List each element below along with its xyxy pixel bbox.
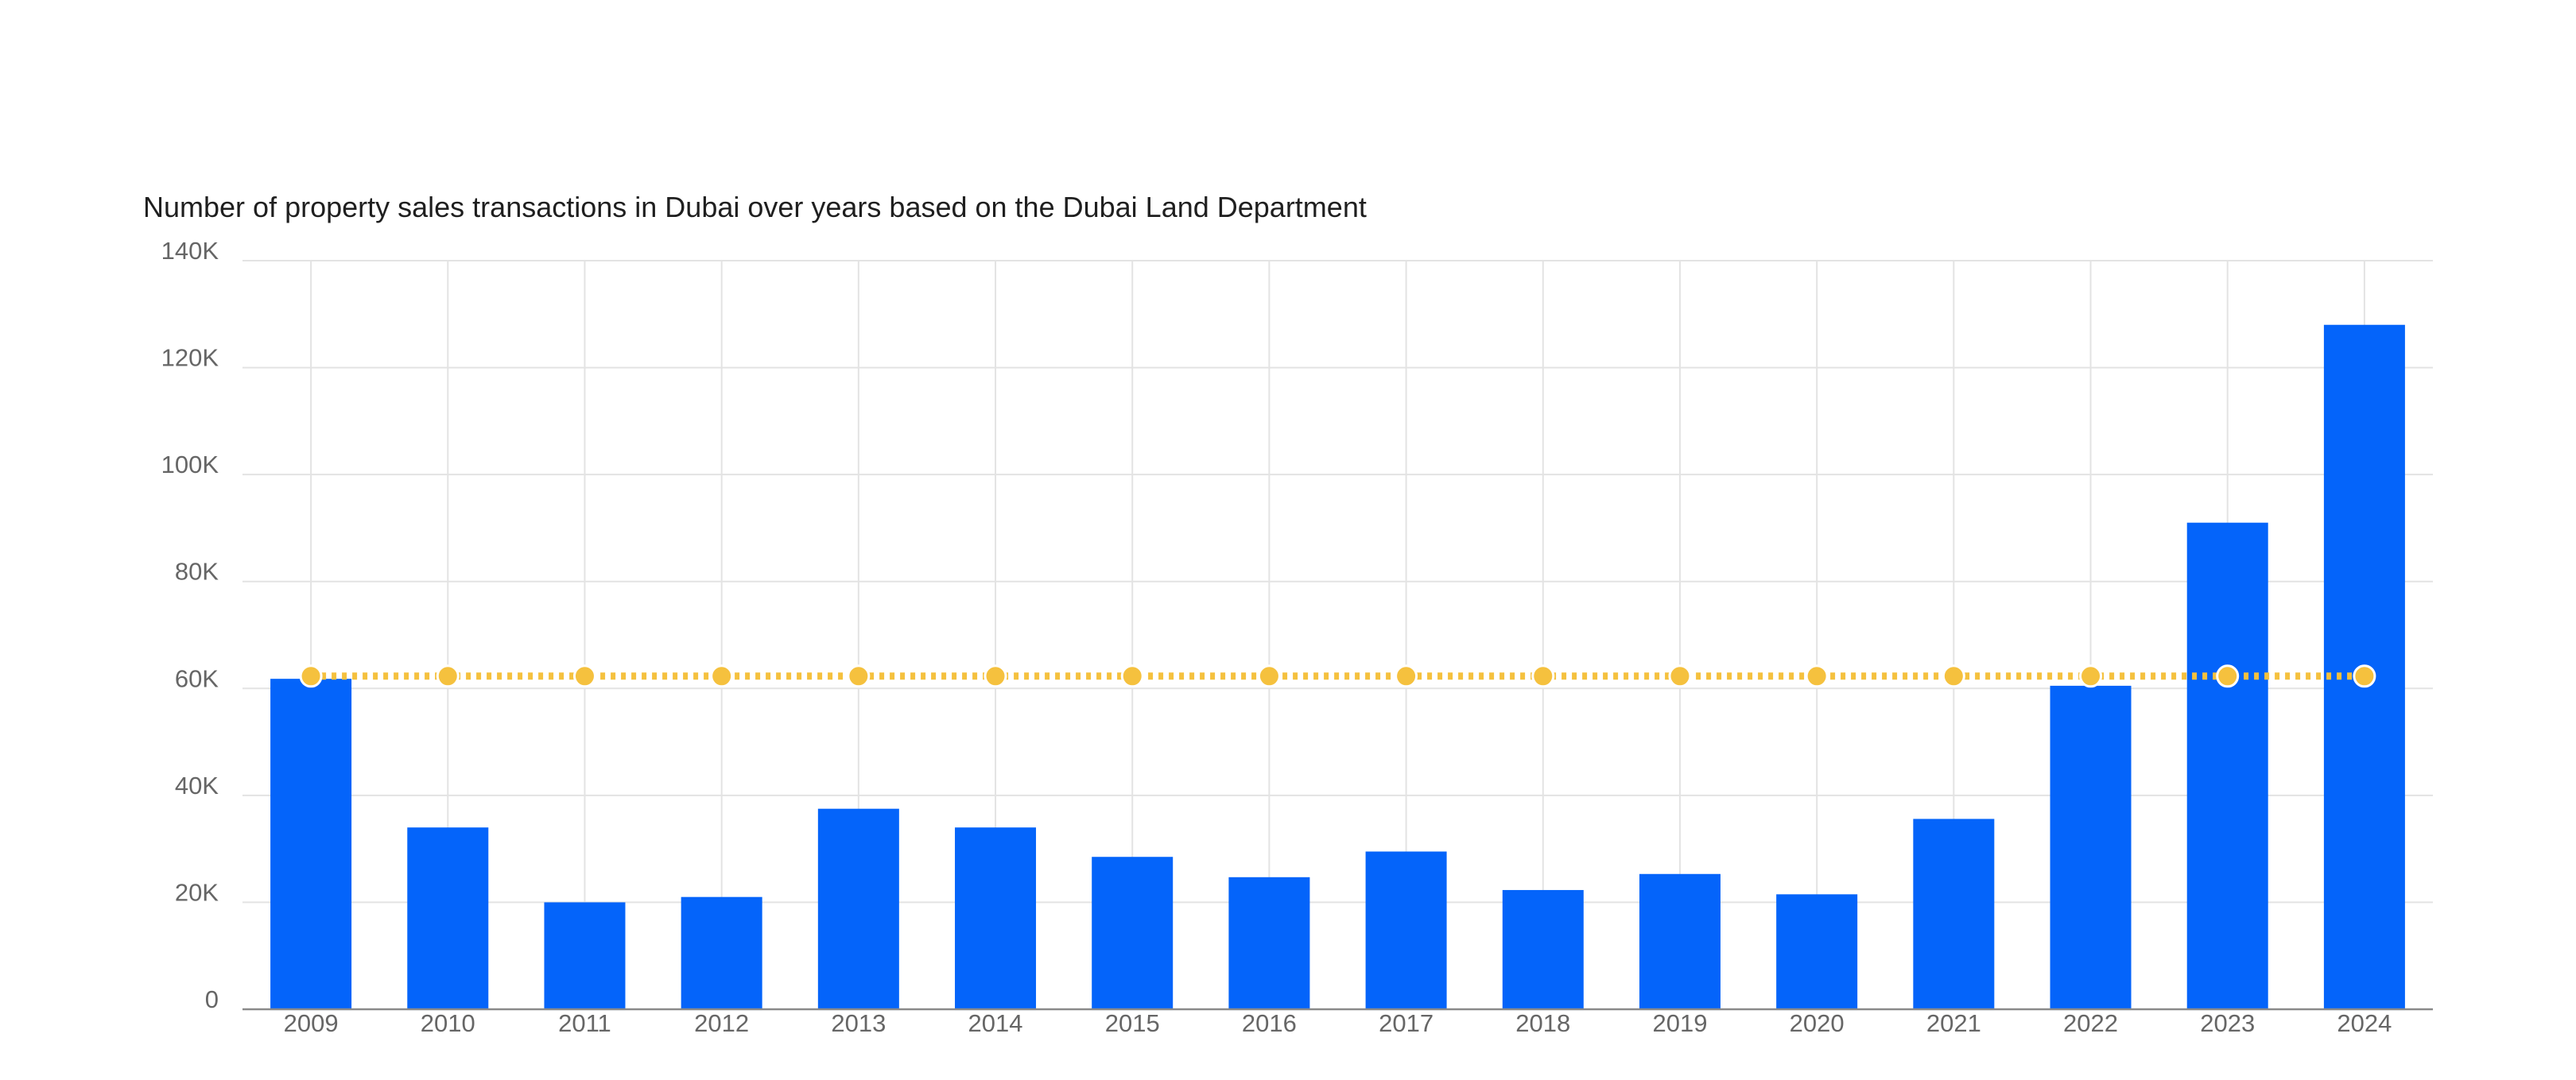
x-tick-label: 2021 <box>1926 1009 1981 1037</box>
line-point-2017 <box>1395 664 1418 688</box>
line-point-2019 <box>1668 664 1692 688</box>
line-point-2021 <box>1942 664 1965 688</box>
line-point-2018 <box>1531 664 1555 688</box>
bar-2019 <box>1639 873 1721 1009</box>
x-axis: 2009 2010 2011 2012 2013 2014 2015 2016 2017 2018… <box>242 1008 2433 1037</box>
x-tick-label: 2010 <box>421 1009 475 1037</box>
bar-2023 <box>2186 522 2268 1009</box>
bar-2018 <box>1502 889 1584 1009</box>
line-point-2015 <box>1120 664 1144 688</box>
x-tick-label: 2017 <box>1379 1009 1433 1037</box>
y-tick-label: 100K <box>161 451 219 478</box>
line-point-2011 <box>572 664 596 688</box>
bar-2017 <box>1365 851 1447 1009</box>
bar-2020 <box>1776 894 1858 1009</box>
bar-2012 <box>681 896 762 1009</box>
x-tick-label: 2014 <box>968 1009 1023 1037</box>
line-point-2020 <box>1805 664 1829 688</box>
x-tick-label: 2012 <box>694 1009 749 1037</box>
line-point-2023 <box>2216 664 2240 688</box>
y-tick-label: 120K <box>161 344 219 372</box>
line-point-2010 <box>436 664 460 688</box>
bar-2011 <box>544 902 626 1009</box>
line-point-2024 <box>2353 664 2376 688</box>
x-tick-label: 2022 <box>2063 1009 2118 1037</box>
x-tick-label: 2019 <box>1652 1009 1707 1037</box>
line-point-2012 <box>710 664 734 688</box>
x-tick-label: 2024 <box>2337 1009 2392 1037</box>
x-tick-label: 2015 <box>1105 1009 1160 1037</box>
x-tick-label: 2018 <box>1515 1009 1570 1037</box>
chart-title: Number of property sales transactions in… <box>143 191 1367 223</box>
bar-2021 <box>1913 819 1995 1009</box>
bar-2022 <box>2050 685 2132 1009</box>
y-tick-label: 0 <box>205 985 219 1013</box>
x-tick-label: 2013 <box>831 1009 886 1037</box>
bar-2009 <box>270 679 352 1009</box>
line-point-2009 <box>299 664 323 688</box>
y-tick-label: 140K <box>161 237 219 265</box>
x-tick-label: 2009 <box>284 1009 339 1037</box>
y-tick-label: 40K <box>175 772 219 799</box>
line-point-2022 <box>2079 664 2103 688</box>
line-point-2014 <box>983 664 1007 688</box>
x-tick-label: 2023 <box>2200 1009 2255 1037</box>
x-tick-label: 2011 <box>558 1009 611 1037</box>
line-point-2016 <box>1257 664 1281 688</box>
y-tick-label: 60K <box>175 664 219 692</box>
y-tick-label: 80K <box>175 558 219 586</box>
line-series <box>299 664 2376 688</box>
y-tick-label: 20K <box>175 878 219 906</box>
bar-2014 <box>955 827 1037 1009</box>
bar-2010 <box>407 827 489 1009</box>
y-axis: 0 20K 40K 60K 80K 100K 120K 140K <box>161 237 219 1013</box>
bar-2013 <box>817 808 899 1009</box>
x-tick-label: 2020 <box>1790 1009 1845 1037</box>
line-point-2013 <box>847 664 871 688</box>
x-tick-label: 2016 <box>1242 1009 1297 1037</box>
bar-2016 <box>1228 877 1310 1009</box>
bar-2015 <box>1092 857 1174 1009</box>
